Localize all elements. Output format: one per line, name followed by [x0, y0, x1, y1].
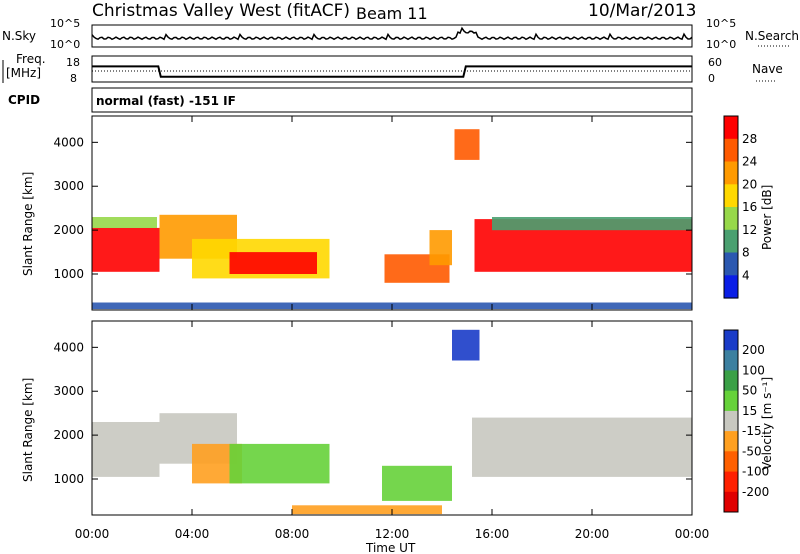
velocity-ylabel: Slant Range [km]: [21, 378, 35, 482]
y-tick-label: 4000: [53, 340, 84, 354]
colorbar-tick-label: 200: [742, 343, 765, 357]
heatmap-region: [492, 217, 692, 231]
x-tick-label: 00:00: [675, 527, 710, 541]
colorbar-swatch: [724, 431, 738, 452]
colorbar-tick-label: 100: [742, 363, 765, 377]
velocity-colorbar-label: Velocity [m s⁻¹]: [760, 377, 774, 470]
x-tick-label: 04:00: [175, 527, 210, 541]
colorbar-tick-label: -100: [742, 465, 769, 479]
colorbar-swatch: [724, 275, 738, 299]
nsearch-label: N.Search: [745, 29, 799, 43]
y-tick-label: 2000: [53, 223, 84, 237]
heatmap-region: [452, 329, 480, 361]
nsky-tick-top: 10^5: [50, 17, 80, 30]
y-tick-label: 3000: [53, 179, 84, 193]
heatmap-region: [429, 230, 452, 266]
heatmap-region: [454, 129, 480, 160]
power-ylabel: Slant Range [km]: [21, 172, 35, 276]
x-tick-label: 12:00: [375, 527, 410, 541]
colorbar-swatch: [724, 471, 738, 493]
colorbar-tick-label: 15: [742, 404, 757, 418]
heatmap-region: [92, 217, 157, 228]
nave-tick-bottom: 0: [708, 72, 715, 85]
colorbar-swatch: [724, 410, 738, 432]
x-axis-ticks: 00:00 04:00 08:00 12:00 16:00 20:00 00:00: [75, 116, 710, 541]
colorbar-swatch: [724, 184, 738, 208]
y-tick-label: 3000: [53, 384, 84, 398]
heatmap-region: [92, 422, 160, 477]
freq-panel-frame: [91, 55, 693, 83]
colorbar-swatch: [724, 491, 738, 513]
colorbar-swatch: [724, 138, 738, 163]
colorbar-swatch: [724, 350, 738, 371]
colorbar-frame: [723, 115, 739, 299]
colorbar-tick-label: 24: [742, 155, 757, 169]
x-tick-label: 00:00: [75, 527, 110, 541]
colorbar-swatch: [724, 229, 738, 254]
nave-tick-top: 60: [708, 56, 722, 69]
colorbar-swatch: [724, 370, 738, 392]
heatmap-region: [92, 227, 160, 272]
freq-series-line: [92, 65, 692, 78]
nsky-panel-frame: [91, 24, 693, 48]
nsearch-tick-top: 10^5: [706, 17, 736, 30]
colorbar-swatch: [724, 161, 738, 185]
velocity-y-ticks: 1000 2000 3000 4000: [53, 340, 692, 486]
heatmap-region: [292, 505, 442, 515]
nsky-noise-line: [91, 26, 693, 41]
site-title: Christmas Valley West (fitACF): [92, 1, 350, 21]
x-tick-label: 20:00: [575, 527, 610, 541]
colorbar-swatch: [724, 330, 738, 351]
power-colorbar-label: Power [dB]: [760, 185, 774, 250]
cpid-panel-frame: [91, 87, 693, 113]
beam-title: Beam 11: [356, 4, 428, 23]
heatmap-region: [472, 417, 692, 477]
x-tick-label: 16:00: [475, 527, 510, 541]
nave-label: Nave: [752, 62, 783, 76]
colorbar-tick-label: 8: [742, 246, 750, 260]
x-axis-label: Time UT: [365, 541, 416, 554]
power-y-ticks: 1000 2000 3000 4000: [53, 135, 692, 281]
heatmap-region: [229, 443, 330, 484]
colorbar-swatch: [724, 252, 738, 276]
colorbar-tick-label: 4: [742, 268, 750, 282]
y-tick-label: 4000: [53, 135, 84, 149]
colorbar-tick-label: 20: [742, 177, 757, 191]
x-tick-label: 08:00: [275, 527, 310, 541]
power-colorbar: 28 24 20 16 12 8 4: [723, 115, 757, 299]
colorbar-swatch: [724, 116, 738, 140]
date-title: 10/Mar/2013: [588, 1, 696, 21]
cpid-value: normal (fast) -151 IF: [96, 94, 236, 108]
nsearch-tick-bottom: 10^0: [706, 38, 736, 51]
colorbar-tick-label: 12: [742, 223, 757, 237]
cpid-label: CPID: [8, 93, 40, 107]
y-tick-label: 2000: [53, 428, 84, 442]
heatmap-region: [382, 465, 452, 501]
y-tick-label: 1000: [53, 472, 84, 486]
y-tick-label: 1000: [53, 267, 84, 281]
velocity-heatmap: [92, 329, 692, 515]
freq-label-line2: [MHz]: [6, 66, 41, 80]
colorbar-tick-label: -15: [742, 424, 762, 438]
colorbar-frame: [723, 329, 739, 513]
colorbar-tick-label: 16: [742, 200, 757, 214]
colorbar-swatch: [724, 207, 738, 231]
freq-tick-bottom: 8: [70, 72, 77, 85]
colorbar-tick-label: -50: [742, 444, 762, 458]
heatmap-region: [229, 252, 317, 274]
velocity-colorbar: 200 100 50 15 -15 -50 -100 -200: [723, 329, 769, 513]
colorbar-tick-label: 28: [742, 132, 757, 146]
freq-label-line1: Freq.: [16, 52, 46, 66]
nsky-tick-bottom: 10^0: [50, 38, 80, 51]
freq-tick-top: 18: [66, 56, 80, 69]
colorbar-tick-label: 50: [742, 384, 757, 398]
colorbar-tick-label: -200: [742, 485, 769, 499]
colorbar-swatch: [724, 390, 738, 412]
colorbar-swatch: [724, 451, 738, 472]
nsky-label: N.Sky: [2, 29, 36, 43]
